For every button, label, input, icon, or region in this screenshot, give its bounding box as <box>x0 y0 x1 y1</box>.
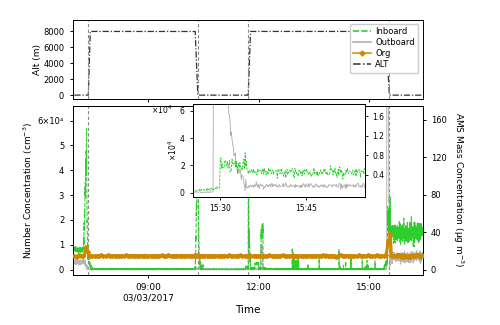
Y-axis label: ×10$^4$: ×10$^4$ <box>166 140 178 161</box>
X-axis label: Time: Time <box>235 305 260 315</box>
Text: ×10$^4$: ×10$^4$ <box>151 104 172 116</box>
Y-axis label: AMS Mass Concentration (μg m$^{-3}$): AMS Mass Concentration (μg m$^{-3}$) <box>451 112 466 268</box>
Legend: Inboard, Outboard, Org, ALT: Inboard, Outboard, Org, ALT <box>350 24 418 72</box>
Y-axis label: Alt (m): Alt (m) <box>32 44 42 75</box>
Y-axis label: Number Concentration (cm$^{-3}$): Number Concentration (cm$^{-3}$) <box>22 122 35 259</box>
